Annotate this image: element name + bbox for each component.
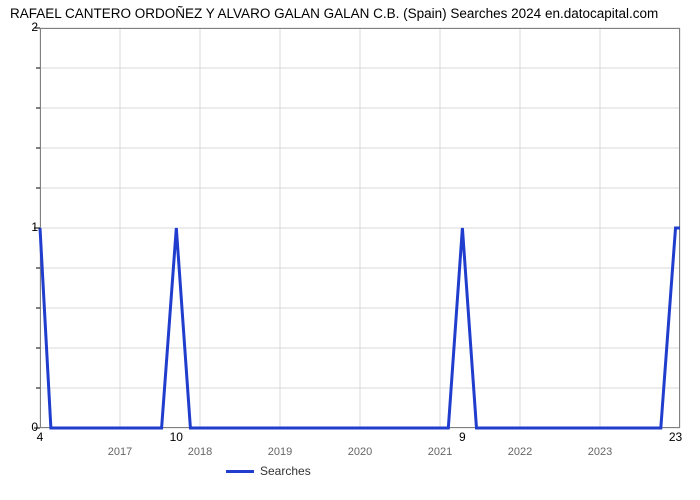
plot-svg [40, 28, 680, 428]
x-tick-label: 2018 [188, 446, 212, 458]
x-tick-label: 2021 [428, 446, 452, 458]
x-tick-label: 2022 [508, 446, 532, 458]
y-tick-label: 2 [8, 20, 38, 34]
x-extra-label: 9 [459, 430, 466, 444]
chart-container: { "chart": { "type": "line", "title": "R… [0, 0, 700, 500]
x-extra-label: 4 [37, 430, 44, 444]
x-tick-label: 2017 [108, 446, 132, 458]
legend: Searches [226, 464, 311, 478]
x-tick-label: 2020 [348, 446, 372, 458]
x-extra-label: 23 [669, 430, 682, 444]
legend-swatch [226, 470, 254, 473]
legend-label: Searches [260, 464, 311, 478]
x-extra-label: 10 [170, 430, 183, 444]
y-tick-label: 1 [8, 220, 38, 234]
chart-title: RAFAEL CANTERO ORDOÑEZ Y ALVARO GALAN GA… [10, 6, 658, 21]
y-tick-label: 0 [8, 420, 38, 434]
x-tick-label: 2023 [588, 446, 612, 458]
x-tick-label: 2019 [268, 446, 292, 458]
plot-area [40, 28, 680, 428]
